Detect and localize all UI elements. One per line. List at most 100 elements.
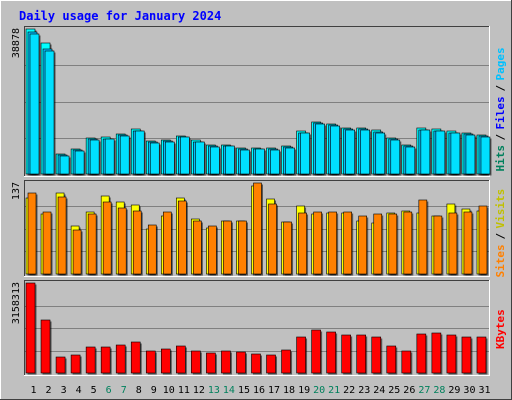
bar-kbytes-day-7 [115,344,126,374]
day-label-19: 19 [298,385,310,396]
day-label-2: 2 [46,385,52,396]
bar-pages-day-23 [360,129,371,175]
legend-separator: / [494,233,507,240]
bar-pages-day-22 [345,129,355,175]
bar-pages-day-4 [74,150,85,175]
bar-sites-day-17 [268,203,277,275]
bar-kbytes-day-24 [371,336,382,374]
panel-sites: 137 Sites / Visits [11,180,507,278]
bar-kbytes-day-21 [326,331,336,374]
bar-kbytes-day-31 [476,336,487,374]
bar-sites-day-19 [298,212,307,275]
panel-kbytes-legend: KBytes [494,309,507,349]
bar-sites-day-22 [343,211,352,275]
bar-sites-day-27 [418,199,428,275]
day-label-31: 31 [478,385,490,396]
bar-sites-day-21 [328,211,337,275]
panel-sites-legend: Sites / Visits [494,189,507,278]
day-label-22: 22 [343,385,355,396]
bar-kbytes-day-15 [236,351,246,374]
day-label-21: 21 [328,385,340,396]
day-label-8: 8 [136,385,142,396]
day-label-26: 26 [403,385,415,396]
legend-separator: / [494,85,507,92]
panel-kbytes: 3158313 KBytes [11,280,507,376]
bar-sites-day-15 [238,220,247,275]
day-label-29: 29 [448,385,460,396]
bar-sites-day-18 [283,221,292,275]
day-axis-labels: 1 2 3 4 5 6 7 8 9 10 11 12 13 14 15 16 17 18 19 20 21 22 23 24 2… [31,385,491,396]
bar-kbytes-day-25 [386,345,397,374]
bar-pages-day-13 [210,146,220,175]
legend-hits: Hits [494,145,507,172]
bar-sites-day-12 [193,220,202,275]
legend-pages: Pages [494,47,507,80]
bar-sites-day-25 [388,213,398,275]
bar-sites-day-9 [147,224,157,275]
bar-kbytes-day-20 [311,329,321,374]
bar-pages-day-26 [405,146,416,175]
bar-kbytes-day-11 [176,345,186,374]
bar-pages-day-9 [149,142,160,175]
panel-hits-legend: Hits / Files / Pages [494,47,507,171]
series-kbytes [25,282,488,375]
bar-pages-day-27 [420,129,431,175]
bar-kbytes-day-6 [100,346,111,374]
bar-kbytes-day-14 [221,350,231,374]
legend-separator: / [494,134,507,141]
day-label-18: 18 [283,385,295,396]
bar-kbytes-day-2 [40,319,51,374]
bar-kbytes-day-10 [160,348,171,374]
bar-sites-day-5 [87,213,97,275]
day-label-1: 1 [31,385,37,396]
day-label-13: 13 [208,385,220,396]
chart-panels: 38878 Hits / Files / Pages 137 Sites / Visits 3158… [11,26,507,376]
bar-sites-day-3 [57,196,67,275]
bar-kbytes-day-27 [416,333,427,374]
bar-sites-day-23 [358,215,368,275]
bar-pages-day-21 [330,125,340,175]
bar-pages-day-5 [89,139,100,175]
day-label-20: 20 [313,385,325,396]
bar-sites-day-7 [117,207,127,275]
bar-sites-day-20 [313,211,322,275]
bar-kbytes-day-13 [206,352,216,374]
bar-pages-day-15 [240,149,250,175]
day-label-17: 17 [268,385,280,396]
bar-sites-day-16 [253,182,262,275]
bar-kbytes-day-19 [296,336,306,374]
bar-sites-day-6 [102,201,112,275]
bar-sites-day-14 [223,220,232,275]
day-label-5: 5 [91,385,97,396]
bar-sites-day-10 [162,211,172,275]
bar-pages-day-30 [465,134,476,175]
day-label-12: 12 [193,385,205,396]
panel-hits-max-label: 38878 [11,28,22,58]
bar-pages-day-6 [104,138,115,175]
bar-sites-day-29 [448,212,458,275]
day-label-16: 16 [253,385,265,396]
bar-sites-day-1 [27,192,37,275]
day-label-11: 11 [178,385,190,396]
legend-visits: Visits [494,189,507,229]
bar-kbytes-day-30 [461,336,472,374]
day-label-4: 4 [76,385,82,396]
day-label-6: 6 [106,385,112,396]
day-label-27: 27 [418,385,430,396]
bar-pages-day-19 [300,132,310,175]
bar-sites-day-11 [178,200,187,275]
bar-sites-day-26 [403,211,413,275]
day-label-9: 9 [151,385,157,396]
bar-kbytes-day-8 [130,341,141,374]
bar-pages-day-17 [270,149,280,175]
legend-files: Files [494,96,507,129]
bar-pages-day-11 [180,136,190,175]
bar-kbytes-day-3 [55,356,66,374]
bar-sites-day-31 [478,205,488,275]
bar-kbytes-day-4 [70,354,81,374]
series-sites [27,182,489,276]
day-label-30: 30 [463,385,475,396]
bar-pages-day-10 [164,141,175,175]
bar-pages-day-29 [450,132,461,175]
